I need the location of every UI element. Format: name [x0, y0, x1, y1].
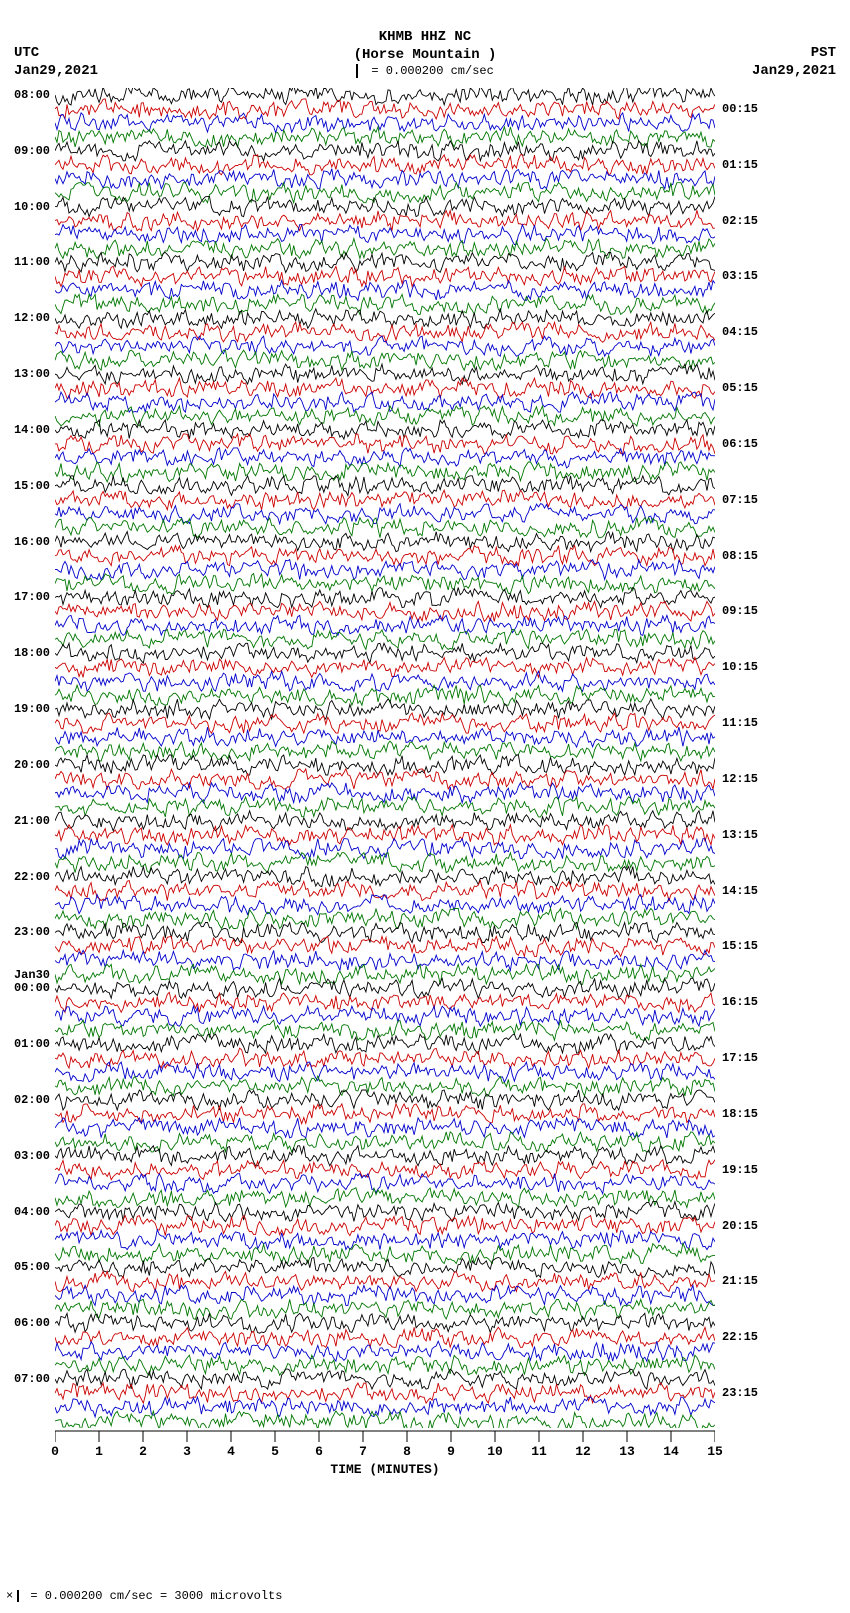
x-tick-label: 2 [139, 1444, 147, 1459]
utc-day-label: Jan30 [14, 968, 50, 982]
scale-indicator-top: = 0.000200 cm/sec [0, 64, 850, 78]
pst-hour-label: 16:15 [722, 995, 758, 1009]
pst-hour-label: 20:15 [722, 1219, 758, 1233]
tz-left-label: UTC [14, 44, 98, 62]
pst-hour-label: 04:15 [722, 325, 758, 339]
x-tick-label: 0 [51, 1444, 59, 1459]
x-tick-label: 6 [315, 1444, 323, 1459]
footer-text: = 0.000200 cm/sec = 3000 microvolts [23, 1589, 282, 1603]
x-tick-label: 11 [531, 1444, 547, 1459]
pst-hour-label: 10:15 [722, 660, 758, 674]
seismogram-page: KHMB HHZ NC (Horse Mountain ) UTC Jan29,… [0, 0, 850, 1613]
station-location: (Horse Mountain ) [0, 46, 850, 64]
utc-hour-label: 19:00 [14, 702, 50, 716]
pst-hour-label: 13:15 [722, 828, 758, 842]
utc-hour-label: 05:00 [14, 1260, 50, 1274]
x-tick-label: 5 [271, 1444, 279, 1459]
x-axis: 0123456789101112131415 TIME (MINUTES) [55, 1430, 715, 1480]
pst-hour-label: 17:15 [722, 1051, 758, 1065]
utc-hour-label: 18:00 [14, 646, 50, 660]
utc-hour-label: 03:00 [14, 1149, 50, 1163]
utc-hour-label: 10:00 [14, 200, 50, 214]
pst-hour-label: 22:15 [722, 1330, 758, 1344]
utc-hour-label: 22:00 [14, 870, 50, 884]
utc-hour-label: 20:00 [14, 758, 50, 772]
x-tick-label: 7 [359, 1444, 367, 1459]
pst-hour-label: 23:15 [722, 1386, 758, 1400]
x-tick-label: 14 [663, 1444, 679, 1459]
x-tick-label: 13 [619, 1444, 635, 1459]
x-tick-label: 3 [183, 1444, 191, 1459]
utc-hour-label: 13:00 [14, 367, 50, 381]
pst-hour-label: 11:15 [722, 716, 758, 730]
utc-hour-label: 21:00 [14, 814, 50, 828]
pst-hour-label: 19:15 [722, 1163, 758, 1177]
footer-scale: × = 0.000200 cm/sec = 3000 microvolts [6, 1589, 282, 1603]
x-tick-label: 1 [95, 1444, 103, 1459]
pst-hour-label: 06:15 [722, 437, 758, 451]
title-block: KHMB HHZ NC (Horse Mountain ) [0, 28, 850, 64]
helicorder-plot [55, 88, 715, 1428]
utc-hour-label: 02:00 [14, 1093, 50, 1107]
pst-hour-label: 09:15 [722, 604, 758, 618]
pst-hour-label: 00:15 [722, 102, 758, 116]
utc-hour-label: 04:00 [14, 1205, 50, 1219]
pst-hour-label: 05:15 [722, 381, 758, 395]
pst-hour-label: 08:15 [722, 549, 758, 563]
pst-hour-label: 02:15 [722, 214, 758, 228]
x-tick-label: 9 [447, 1444, 455, 1459]
pst-hour-label: 12:15 [722, 772, 758, 786]
utc-hour-label: 15:00 [14, 479, 50, 493]
pst-hour-label: 03:15 [722, 269, 758, 283]
pst-time-axis: 00:15 01:15 02:15 03:15 04:15 05:15 06:15 07:15… [720, 88, 840, 1428]
utc-hour-label: 11:00 [14, 255, 50, 269]
utc-hour-label: 12:00 [14, 311, 50, 325]
x-tick-label: 12 [575, 1444, 591, 1459]
x-tick-label: 8 [403, 1444, 411, 1459]
x-axis-label: TIME (MINUTES) [55, 1462, 715, 1477]
utc-hour-label: 16:00 [14, 535, 50, 549]
pst-hour-label: 01:15 [722, 158, 758, 172]
station-code: KHMB HHZ NC [0, 28, 850, 46]
utc-hour-label: 06:00 [14, 1316, 50, 1330]
scale-text: = 0.000200 cm/sec [364, 64, 494, 78]
utc-time-axis: 08:00 09:00 10:00 11:00 12:00 13:00 14:00 15:00… [0, 88, 52, 1428]
x-tick-label: 10 [487, 1444, 503, 1459]
utc-hour-label: 17:00 [14, 590, 50, 604]
x-tick-label: 4 [227, 1444, 235, 1459]
footer-prefix: × [6, 1589, 13, 1603]
pst-hour-label: 07:15 [722, 493, 758, 507]
pst-hour-label: 21:15 [722, 1274, 758, 1288]
utc-hour-label: 14:00 [14, 423, 50, 437]
scale-bar-icon [17, 1590, 19, 1602]
pst-hour-label: 14:15 [722, 884, 758, 898]
utc-hour-label: 01:00 [14, 1037, 50, 1051]
scale-bar-icon [356, 64, 358, 78]
utc-hour-label: 08:00 [14, 88, 50, 102]
utc-hour-label: 09:00 [14, 144, 50, 158]
utc-hour-label: 07:00 [14, 1372, 50, 1386]
utc-hour-label: 00:00 [14, 981, 50, 995]
tz-right-label: PST [752, 44, 836, 62]
pst-hour-label: 15:15 [722, 939, 758, 953]
pst-hour-label: 18:15 [722, 1107, 758, 1121]
x-tick-label: 15 [707, 1444, 723, 1459]
utc-hour-label: 23:00 [14, 925, 50, 939]
